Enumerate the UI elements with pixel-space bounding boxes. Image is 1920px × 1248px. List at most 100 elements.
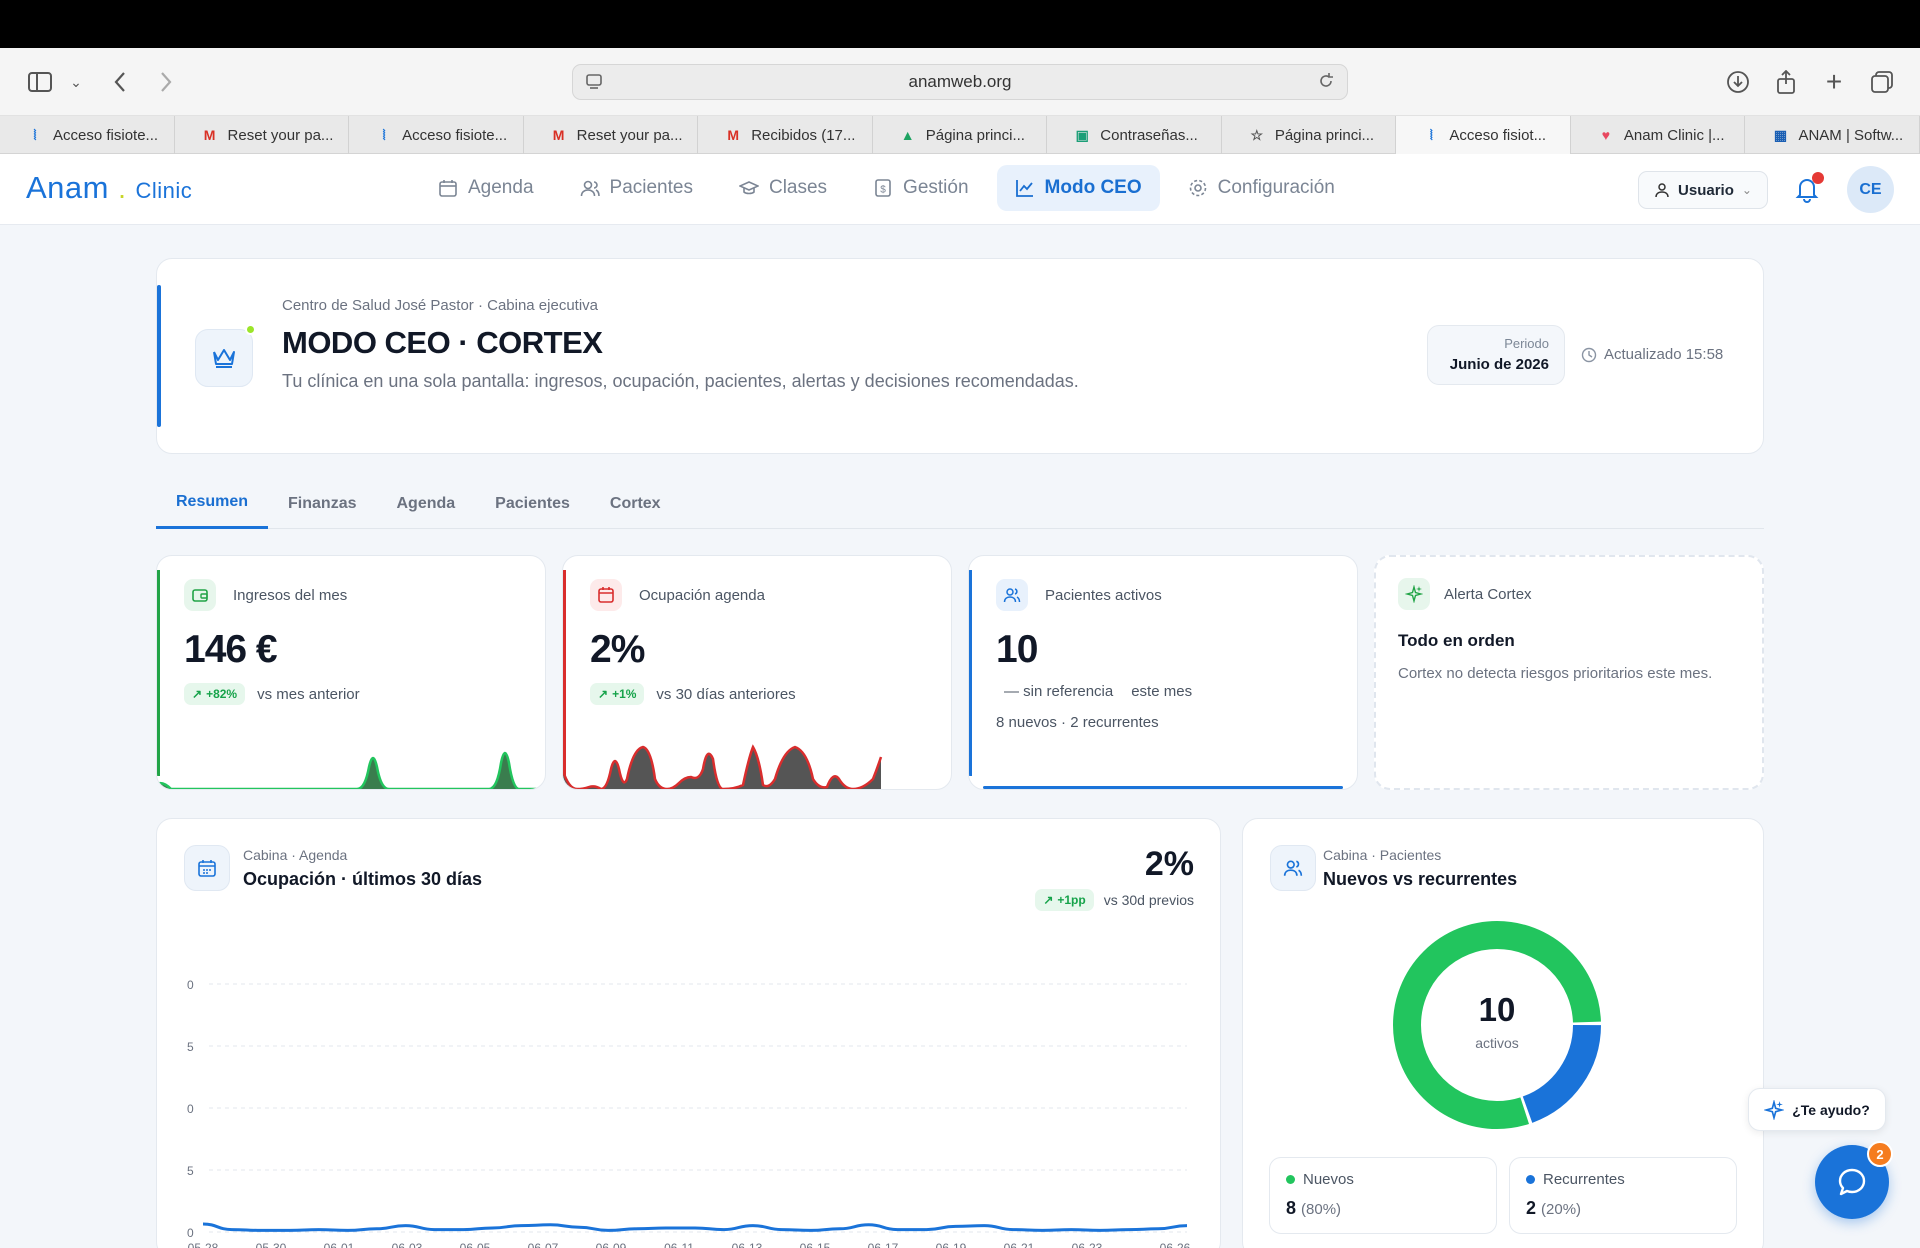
tab-cortex[interactable]: Cortex <box>609 494 661 512</box>
kpi-bottom-line <box>983 786 1343 789</box>
nav-item-configuracion[interactable]: Configuración <box>1170 165 1353 211</box>
kpi-value: 146 € <box>184 628 278 671</box>
panel-kicker: Cabina · Agenda <box>243 847 348 863</box>
nav-item-clases[interactable]: Clases <box>721 165 845 211</box>
browser-tab[interactable]: ⦚ Acceso fisiote... <box>349 116 524 154</box>
browser-tab[interactable]: ▣ Contraseñas... <box>1047 116 1222 154</box>
kpi-label: Alerta Cortex <box>1444 586 1532 603</box>
notification-dot <box>1812 172 1824 184</box>
reload-icon[interactable] <box>1317 72 1335 95</box>
chat-bubble-icon <box>1838 1168 1866 1196</box>
section-tabs: Resumen Finanzas Agenda Pacientes Cortex <box>156 478 1764 529</box>
browser-tabs: ⦚ Acceso fisiote... M Reset your pa... ⦚ Ac… <box>0 116 1920 154</box>
legend-dot <box>1286 1175 1295 1184</box>
alert-heading: Todo en orden <box>1398 631 1515 650</box>
y-tick-label: 5 <box>187 1164 194 1178</box>
browser-tab[interactable]: M Reset your pa... <box>175 116 350 154</box>
url-text: anamweb.org <box>908 72 1012 91</box>
legend-dot <box>1526 1175 1535 1184</box>
period-selector[interactable]: Periodo Junio de 2026 <box>1427 325 1565 385</box>
page-title: MODO CEO · CORTEX <box>282 325 603 360</box>
nav-item-gestion[interactable]: $ Gestión <box>855 165 986 211</box>
users-icon <box>580 180 600 197</box>
download-icon[interactable] <box>1724 68 1752 96</box>
calendar-icon <box>439 180 457 197</box>
accent-bar <box>563 570 566 776</box>
legend-returning: Recurrentes 2 (20%) <box>1509 1157 1737 1234</box>
x-tick-label: 06-09 <box>596 1241 627 1248</box>
x-tick-label: 06-01 <box>324 1241 355 1248</box>
line-chart-icon <box>1015 180 1033 197</box>
tab-overview-icon[interactable] <box>1868 68 1896 96</box>
browser-tab[interactable]: ♥ Anam Clinic |... <box>1571 116 1746 154</box>
calendar-icon <box>184 845 230 891</box>
share-icon[interactable] <box>1772 68 1800 96</box>
sparkles-icon <box>1764 1099 1785 1120</box>
y-tick-label: 0 <box>187 978 194 992</box>
patients-donut-card: Cabina · Pacientes Nuevos vs recurrentes… <box>1242 818 1764 1248</box>
notifications-bell-icon[interactable] <box>1792 172 1824 204</box>
new-tab-icon[interactable]: + <box>1825 66 1843 97</box>
x-tick-label: 06-21 <box>1004 1241 1035 1248</box>
browser-tab[interactable]: ☆ Página princi... <box>1222 116 1397 154</box>
x-tick-label: 06-11 <box>664 1241 694 1248</box>
panel-compare: vs 30d previos <box>1103 892 1194 908</box>
delta-badge: ↗ +1% <box>590 683 645 705</box>
tab-agenda[interactable]: Agenda <box>396 494 456 512</box>
logo-sub: Clinic <box>135 178 193 203</box>
kpi-occupancy-card[interactable]: Ocupación agenda 2% ↗ +1% vs 30 días ante… <box>562 555 952 790</box>
anam-icon: ⦚ <box>33 126 37 143</box>
logo[interactable]: Anam . Clinic <box>26 170 192 206</box>
anam-icon: ⦚ <box>382 126 386 143</box>
star-icon: ☆ <box>1250 126 1264 143</box>
x-tick-label: 06-13 <box>732 1241 763 1248</box>
heart-icon: ♥ <box>1601 127 1611 143</box>
accent-bar <box>157 285 161 427</box>
income-sparkline <box>157 751 545 789</box>
nav-item-agenda[interactable]: Agenda <box>420 165 552 211</box>
y-tick-label: 0 <box>187 1226 194 1240</box>
occupancy-chart-card: Cabina · Agenda Ocupación · últimos 30 d… <box>156 818 1221 1248</box>
browser-tab-active[interactable]: ⦚ Acceso fisiot... <box>1396 116 1571 154</box>
help-button[interactable]: ¿Te ayudo? <box>1748 1088 1886 1131</box>
nav-item-pacientes[interactable]: Pacientes <box>562 165 711 211</box>
chat-button[interactable]: 2 <box>1815 1141 1893 1219</box>
user-icon <box>1655 183 1669 198</box>
browser-tab[interactable]: ▦ ANAM | Softw... <box>1745 116 1920 154</box>
tab-resumen[interactable]: Resumen <box>156 478 269 529</box>
panel-kicker: Cabina · Pacientes <box>1323 847 1442 863</box>
chevron-down-icon[interactable]: ⌄ <box>70 73 82 90</box>
avatar[interactable]: CE <box>1847 166 1894 213</box>
x-tick-label: 06-03 <box>392 1241 423 1248</box>
tab-finanzas[interactable]: Finanzas <box>288 494 357 512</box>
x-tick-label: 05-28 <box>188 1241 219 1248</box>
patients-donut-chart <box>1393 921 1601 1129</box>
y-tick-label: 5 <box>187 1040 194 1054</box>
x-tick-label: 06-07 <box>528 1241 559 1248</box>
panel-value: 2% <box>1144 845 1194 883</box>
forward-arrow-icon[interactable] <box>152 68 180 96</box>
logo-dot: . <box>118 173 127 204</box>
browser-tab[interactable]: ▲ Página princi... <box>873 116 1048 154</box>
browser-toolbar: ⌄ anamweb.org + <box>0 48 1920 116</box>
hero-subtitle: Centro de Salud José Pastor · Cabina eje… <box>282 297 599 314</box>
page-settings-icon[interactable] <box>585 73 603 96</box>
browser-tab[interactable]: M Reset your pa... <box>524 116 699 154</box>
tab-pacientes[interactable]: Pacientes <box>495 494 570 512</box>
user-menu-button[interactable]: Usuario ⌄ <box>1638 171 1768 209</box>
nav-item-modo-ceo[interactable]: Modo CEO <box>996 165 1160 211</box>
browser-tab[interactable]: ⦚ Acceso fisiote... <box>0 116 175 154</box>
url-bar[interactable]: anamweb.org <box>572 64 1348 100</box>
x-tick-label: 06-05 <box>460 1241 491 1248</box>
browser-tab[interactable]: M Recibidos (17... <box>698 116 873 154</box>
kpi-label: Pacientes activos <box>1045 587 1162 604</box>
accent-bar <box>969 570 972 776</box>
kpi-patients-card[interactable]: Pacientes activos 10 — sin referencia es… <box>968 555 1358 790</box>
top-black-bar <box>0 0 1920 48</box>
sidebar-toggle-icon[interactable] <box>26 68 54 96</box>
occupancy-sparkline <box>563 744 883 789</box>
back-arrow-icon[interactable] <box>106 68 134 96</box>
kpi-alert-card[interactable]: Alerta Cortex Todo en orden Cortex no de… <box>1374 555 1764 790</box>
kpi-income-card[interactable]: Ingresos del mes 146 € ↗ +82% vs mes ante… <box>156 555 546 790</box>
panel-title: Nuevos vs recurrentes <box>1323 869 1518 889</box>
